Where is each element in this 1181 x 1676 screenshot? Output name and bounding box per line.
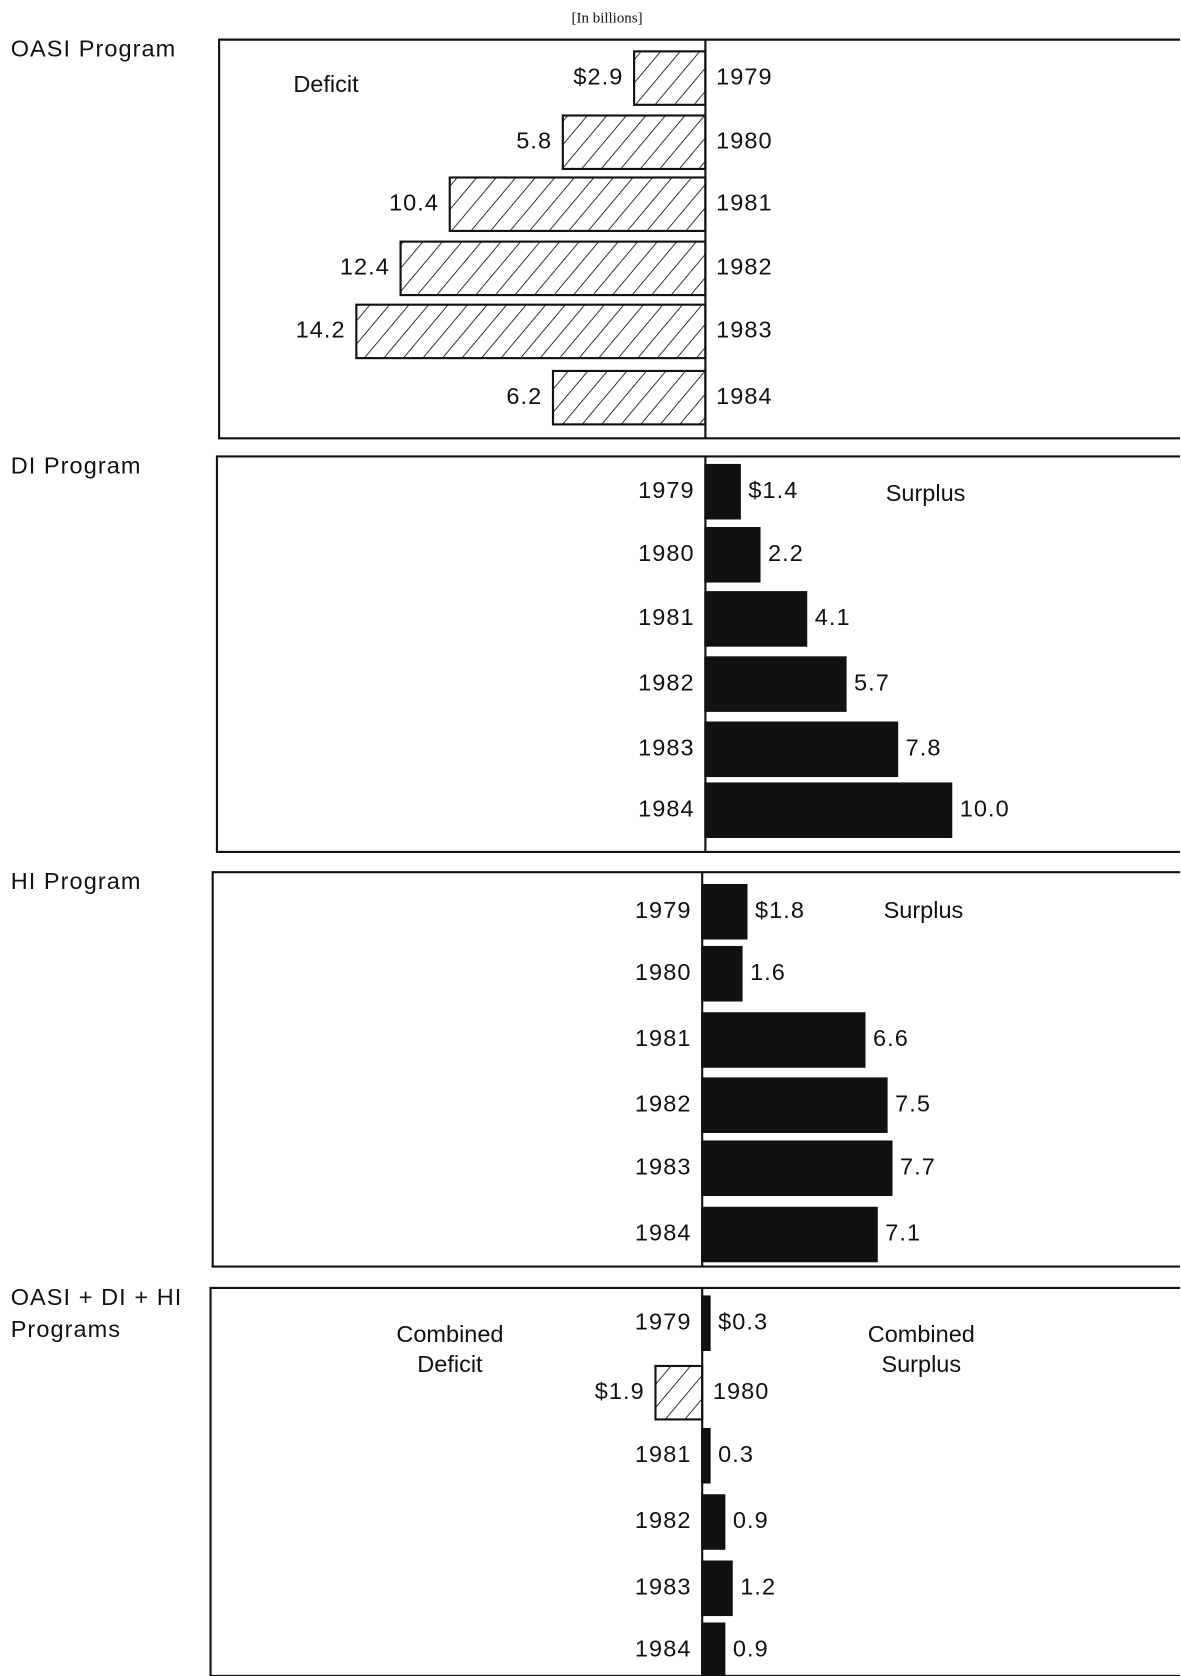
year-label: 1982 [638, 669, 695, 695]
value-label: 7.7 [900, 1153, 936, 1179]
surplus-bar [704, 526, 761, 583]
deficit-label: Deficit [293, 71, 359, 97]
surplus-bar [701, 1622, 726, 1676]
subtitle: [In billions] [572, 11, 643, 27]
value-label: 4.1 [815, 604, 851, 630]
deficit-bar [355, 303, 707, 360]
panel-frame [209, 1286, 1180, 1676]
value-label: 2.2 [768, 540, 804, 566]
value-label: 14.2 [296, 317, 346, 343]
year-label: 1979 [716, 63, 773, 89]
year-label: 1984 [635, 1635, 692, 1661]
deficit-bar [561, 114, 707, 171]
surplus-bar [704, 463, 741, 520]
value-label: 0.3 [718, 1441, 754, 1467]
surplus-bar [701, 1560, 733, 1617]
year-label: 1983 [716, 317, 773, 343]
year-label: 1979 [635, 1308, 692, 1334]
value-label: 0.9 [733, 1635, 769, 1661]
year-label: 1982 [716, 254, 773, 280]
surplus-bar [704, 721, 899, 778]
value-label: $1.8 [755, 897, 805, 923]
value-label: 10.4 [389, 189, 439, 215]
year-label: 1984 [638, 795, 695, 821]
surplus-bar [701, 883, 748, 940]
value-label: $1.9 [595, 1378, 645, 1404]
surplus-bar [701, 1077, 888, 1133]
year-label: 1980 [713, 1378, 770, 1404]
value-label: $1.4 [748, 477, 798, 503]
value-label: $0.3 [718, 1308, 768, 1334]
value-label: 7.5 [895, 1090, 931, 1116]
value-label: 12.4 [340, 254, 390, 280]
year-label: 1980 [635, 959, 692, 985]
panel-frame [218, 38, 1180, 440]
year-label: 1982 [635, 1090, 692, 1116]
year-label: 1983 [638, 734, 695, 760]
panel-title: OASI Program [11, 36, 177, 62]
surplus-bar [701, 1012, 866, 1068]
surplus-label: Combined [868, 1321, 975, 1347]
value-label: 5.7 [854, 669, 890, 695]
year-label: 1984 [635, 1220, 692, 1246]
deficit-bar [633, 50, 707, 106]
year-label: 1981 [635, 1025, 692, 1051]
year-label: 1984 [716, 383, 773, 409]
panel-title: OASI + DI + HI [11, 1284, 183, 1310]
year-label: 1979 [638, 477, 695, 503]
deficit-bar [654, 1364, 704, 1421]
year-label: 1983 [635, 1573, 692, 1599]
panel-title: HI Program [11, 868, 142, 894]
value-label: 1.6 [750, 959, 786, 985]
surplus-bar [704, 656, 847, 712]
value-label: $2.9 [573, 63, 623, 89]
year-label: 1981 [716, 189, 773, 215]
surplus-bar [701, 1295, 711, 1352]
surplus-bar [701, 1140, 893, 1197]
year-label: 1983 [635, 1153, 692, 1179]
value-label: 7.8 [906, 734, 942, 760]
value-label: 1.2 [740, 1573, 776, 1599]
surplus-bar [704, 782, 953, 838]
deficit-label: Deficit [417, 1351, 483, 1377]
surplus-bar [704, 591, 808, 647]
value-label: 6.6 [873, 1025, 909, 1051]
value-label: 5.8 [516, 127, 552, 153]
panel-title: DI Program [11, 452, 142, 478]
surplus-bar [701, 1206, 878, 1263]
year-label: 1980 [638, 540, 695, 566]
surplus-bar [701, 945, 743, 1002]
surplus-label: Surplus [886, 480, 966, 506]
surplus-label: Surplus [881, 1351, 961, 1377]
surplus-label: Surplus [884, 897, 964, 923]
panel-title: Programs [11, 1316, 121, 1342]
deficit-bar [399, 240, 707, 297]
deficit-bar [448, 176, 707, 233]
year-label: 1981 [635, 1441, 692, 1467]
year-label: 1982 [635, 1507, 692, 1533]
value-label: 6.2 [506, 383, 542, 409]
surplus-bar [701, 1427, 711, 1484]
year-label: 1980 [716, 127, 773, 153]
surplus-bar [701, 1494, 726, 1550]
value-label: 10.0 [960, 795, 1010, 821]
value-label: 0.9 [733, 1507, 769, 1533]
value-label: 7.1 [885, 1220, 921, 1246]
deficit-bar [551, 369, 707, 426]
year-label: 1981 [638, 604, 695, 630]
deficit-label: Combined [396, 1321, 503, 1347]
panel-frame [211, 871, 1180, 1268]
panel-frame [215, 455, 1180, 853]
year-label: 1979 [635, 897, 692, 923]
